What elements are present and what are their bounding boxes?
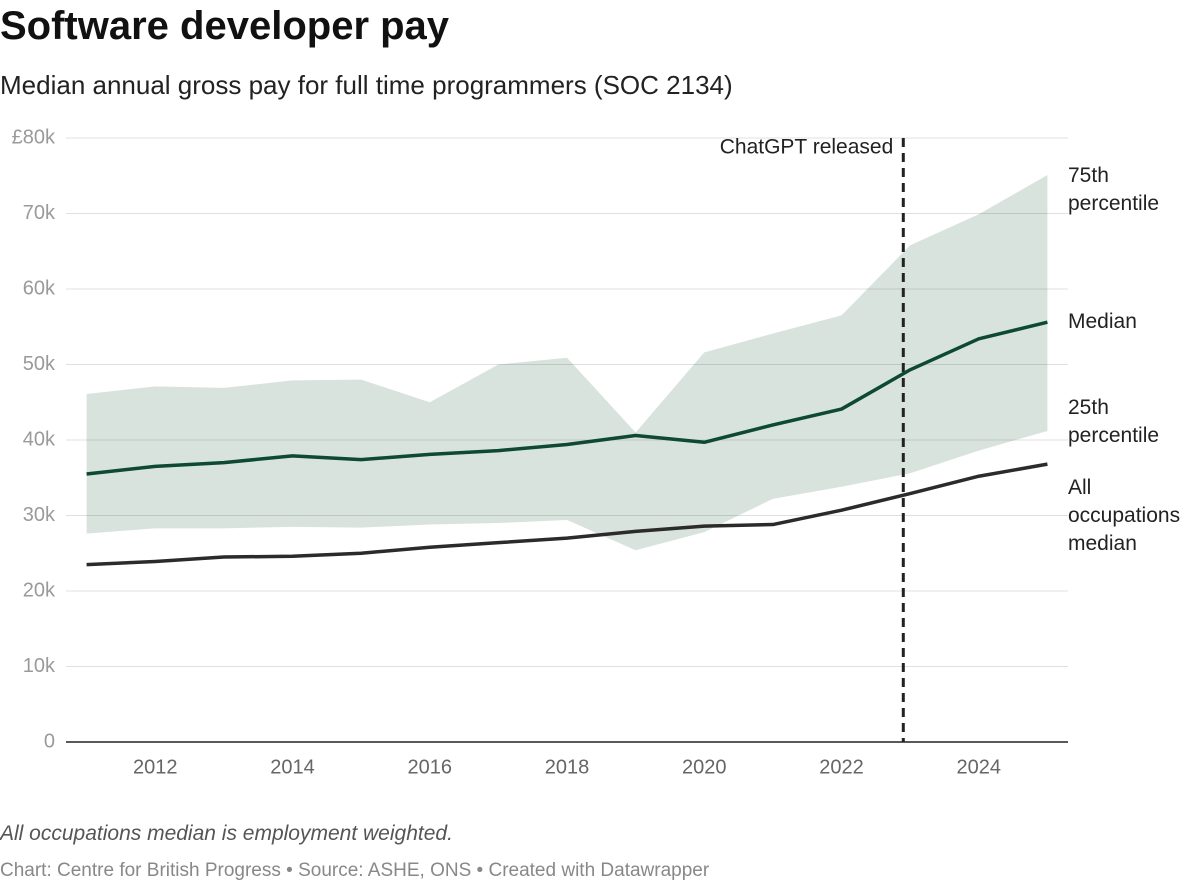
chart-subtitle: Median annual gross pay for full time pr… — [0, 70, 733, 100]
series-line — [86, 462, 1048, 567]
y-tick-label: 10k — [23, 655, 56, 677]
y-tick-label: 70k — [23, 202, 56, 224]
series-label: 75th percentile — [1068, 164, 1160, 215]
x-tick-label: 2024 — [957, 756, 1002, 778]
source: Chart: Centre for British Progress • Sou… — [0, 860, 710, 881]
y-tick-label: 60k — [23, 277, 56, 299]
x-tick-label: 2022 — [819, 756, 864, 778]
y-tick-label: 40k — [23, 428, 56, 450]
x-tick-label: 2012 — [133, 756, 178, 778]
x-tick-label: 2020 — [682, 756, 727, 778]
annotation-label: ChatGPT released — [720, 136, 894, 159]
y-tick-label: 50k — [23, 353, 56, 375]
x-tick-label: 2014 — [270, 756, 315, 778]
x-tick-label: 2018 — [545, 756, 590, 778]
series-label: Median — [1068, 310, 1137, 333]
series-label: All occupations median — [1068, 476, 1181, 555]
y-tick-label: £80k — [12, 126, 56, 148]
series-line — [86, 320, 1048, 476]
series-label: 25th percentile — [1068, 396, 1160, 447]
y-tick-label: 20k — [23, 579, 56, 601]
y-tick-label: 0 — [44, 730, 55, 752]
y-tick-label: 30k — [23, 504, 56, 526]
x-tick-label: 2016 — [407, 756, 452, 778]
chart-title: Software developer pay — [0, 4, 450, 48]
note: All occupations median is employment wei… — [0, 822, 453, 845]
